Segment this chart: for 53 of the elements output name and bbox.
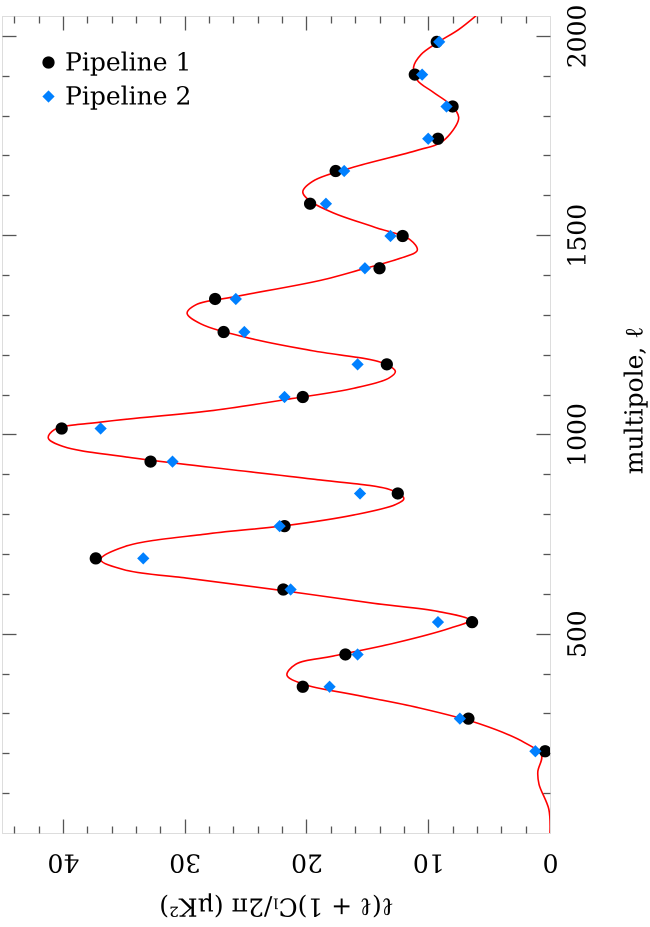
point	[380, 358, 393, 370]
point	[432, 132, 444, 145]
x-tick-label: 10	[412, 848, 445, 878]
y-tick-label: 500	[562, 610, 592, 658]
point	[144, 455, 157, 468]
point	[338, 164, 350, 178]
point	[440, 100, 453, 113]
point	[433, 36, 446, 48]
point	[278, 390, 291, 404]
x-tick-label: 30	[169, 848, 202, 878]
point	[304, 198, 316, 210]
point	[432, 616, 444, 628]
point	[137, 552, 150, 565]
line-series	[47, 16, 550, 833]
point	[323, 680, 336, 693]
point	[296, 680, 309, 693]
point	[230, 292, 242, 306]
point	[320, 198, 332, 210]
point	[529, 745, 542, 758]
point	[384, 230, 397, 242]
legend-label: Pipeline 2	[65, 82, 192, 110]
y-axis-title: multipole, ℓ	[620, 326, 648, 474]
x-tick-label: 40	[47, 848, 80, 878]
point	[238, 326, 250, 338]
point	[90, 552, 102, 565]
point	[274, 520, 286, 532]
point	[539, 745, 550, 758]
point	[422, 132, 434, 145]
point	[373, 262, 386, 274]
x-tick-label: 0	[542, 848, 558, 878]
y-tick-label: 2000	[562, 4, 592, 68]
point	[284, 583, 297, 596]
point	[166, 455, 179, 468]
point	[466, 616, 478, 628]
point	[218, 326, 230, 338]
x-axis-title: ℓ(ℓ + 1)Cₗ/2π (μK²)	[159, 892, 394, 922]
legend-label: Pipeline 1	[65, 48, 192, 76]
point	[296, 390, 309, 404]
point	[454, 712, 466, 725]
point	[351, 358, 364, 370]
point	[339, 648, 352, 661]
point	[358, 262, 372, 274]
point	[94, 422, 107, 435]
x-tick-label: 20	[291, 848, 323, 878]
point	[351, 648, 364, 661]
point	[396, 230, 409, 242]
point	[208, 292, 222, 306]
point	[56, 422, 68, 435]
point	[416, 68, 428, 81]
point	[354, 487, 366, 500]
y-tick-label: 1500	[562, 204, 592, 268]
y-tick-label: 1000	[562, 403, 592, 467]
point	[392, 487, 404, 500]
